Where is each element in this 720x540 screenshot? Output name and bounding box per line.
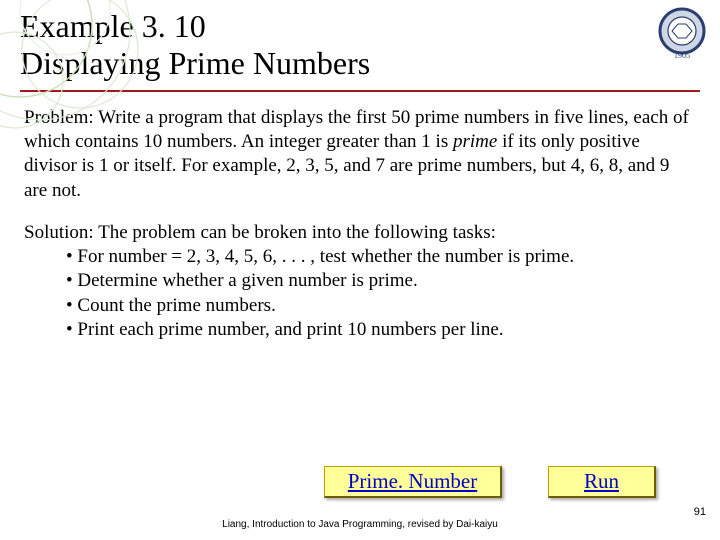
solution-lead: Solution: The problem can be broken into… xyxy=(24,221,696,245)
bullet-2: • Determine whether a given number is pr… xyxy=(66,269,696,293)
run-button[interactable]: Run xyxy=(548,466,656,498)
prime-word: prime xyxy=(453,131,497,152)
university-logo: 1905 xyxy=(654,6,710,62)
page-number: 91 xyxy=(694,506,706,518)
body-content: Problem: Write a program that displays t… xyxy=(0,106,720,343)
svg-text:1905: 1905 xyxy=(674,51,690,60)
title-divider xyxy=(20,90,700,92)
bullet-3: • Count the prime numbers. xyxy=(66,294,696,318)
solution-paragraph: Solution: The problem can be broken into… xyxy=(24,221,696,343)
problem-emph-lead: An integer greater than 1 is xyxy=(241,131,453,152)
bullet-1: • For number = 2, 3, 4, 5, 6, . . . , te… xyxy=(66,245,696,269)
slide-title: Example 3. 10 Displaying Prime Numbers xyxy=(0,0,720,86)
solution-bullets: • For number = 2, 3, 4, 5, 6, . . . , te… xyxy=(24,245,696,342)
footer-text: Liang, Introduction to Java Programming,… xyxy=(0,519,720,530)
bullet-4: • Print each prime number, and print 10 … xyxy=(66,318,696,342)
title-line-1: Example 3. 10 xyxy=(20,8,700,45)
prime-number-button[interactable]: Prime. Number xyxy=(324,466,502,498)
button-row: Prime. Number Run xyxy=(0,466,720,498)
title-line-2: Displaying Prime Numbers xyxy=(20,45,700,82)
problem-paragraph: Problem: Write a program that displays t… xyxy=(24,106,696,203)
